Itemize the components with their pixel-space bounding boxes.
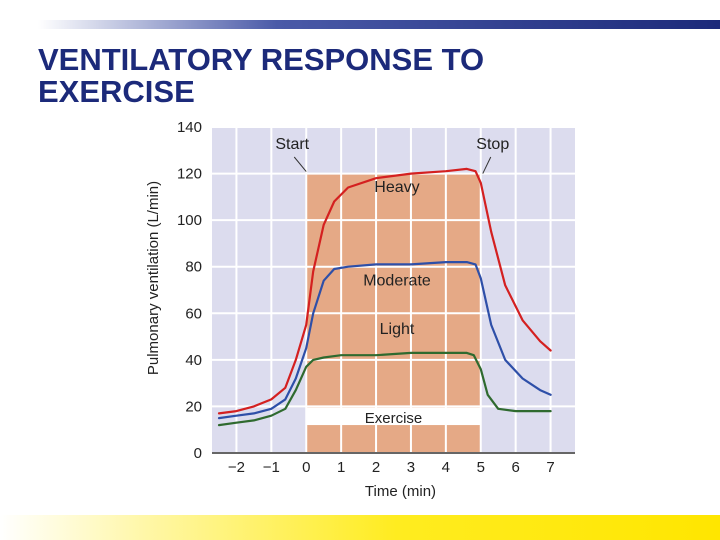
x-tick-label: 7 <box>546 459 554 476</box>
series-label-light: Light <box>380 321 415 338</box>
y-tick-label: 40 <box>185 352 202 369</box>
exercise-label: Exercise <box>365 410 423 427</box>
y-tick-label: 0 <box>194 445 202 462</box>
x-tick-label: 5 <box>477 459 485 476</box>
exercise-label-strip <box>306 407 481 426</box>
y-tick-label: 120 <box>177 166 202 183</box>
x-tick-label: 1 <box>337 459 345 476</box>
y-tick-label: 100 <box>177 212 202 229</box>
y-tick-label: 60 <box>185 305 202 322</box>
series-label-moderate: Moderate <box>363 272 431 289</box>
x-axis-title: Time (min) <box>365 483 436 500</box>
annotation-leader-stop <box>482 156 492 174</box>
x-tick-label: 3 <box>407 459 415 476</box>
x-tick-label: 6 <box>511 459 519 476</box>
y-tick-label: 20 <box>185 398 202 415</box>
series-label-heavy: Heavy <box>374 179 419 196</box>
y-tick-label: 140 <box>177 119 202 136</box>
x-tick-label: −1 <box>263 459 280 476</box>
slide-title-line-2: EXERCISE <box>38 74 195 109</box>
header-rule <box>38 20 720 29</box>
series-line-moderate <box>217 261 552 420</box>
x-tick-label: 2 <box>372 459 380 476</box>
y-tick-label: 80 <box>185 259 202 276</box>
annotation-start: Start <box>275 136 309 153</box>
series-line-light <box>217 351 552 427</box>
footer-band <box>0 515 720 540</box>
series-line-heavy <box>217 167 552 415</box>
annotation-leader-start <box>293 156 307 172</box>
x-tick-label: −2 <box>228 459 245 476</box>
slide-title-line-1: VENTILATORY RESPONSE TO <box>38 42 485 77</box>
x-tick-label: 0 <box>302 459 310 476</box>
annotation-stop: Stop <box>476 136 509 153</box>
slide-title: VENTILATORY RESPONSE TO EXERCISE <box>38 44 598 108</box>
x-tick-label: 4 <box>442 459 450 476</box>
y-axis-title: Pulmonary ventilation (L/min) <box>145 181 162 375</box>
